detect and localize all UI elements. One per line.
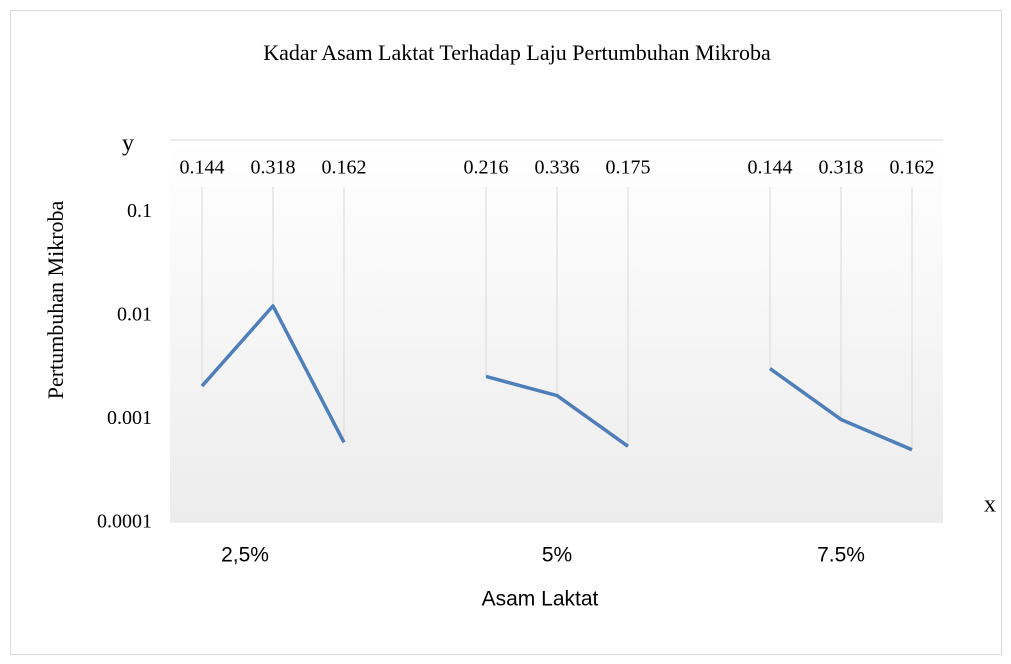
x-tick-label: 0.144: [180, 157, 225, 179]
line-series: [485, 374, 630, 448]
x-tick-label: 0.336: [535, 157, 580, 179]
y-axis-label: Pertumbuhan Mikroba: [43, 200, 68, 399]
y-tick-label: 0.0001: [97, 511, 152, 533]
y-tick-label: 0.01: [117, 304, 152, 326]
annotation: x: [984, 492, 996, 518]
x-tick-label: 0.318: [251, 157, 296, 179]
line-series: [200, 304, 346, 444]
x-tick-label: 0.162: [322, 157, 367, 179]
chart-title: Kadar Asam Laktat Terhadap Laju Pertumbu…: [263, 40, 771, 65]
x-tick-label: 0.175: [606, 157, 651, 179]
x-group-label: 7.5%: [817, 544, 865, 567]
x-tick-label: 0.216: [464, 157, 509, 179]
x-tick-label: 0.144: [748, 157, 793, 179]
y-tick-label: 0.1: [127, 200, 152, 222]
y-tick-label: 0.001: [107, 407, 152, 429]
x-group-label: 5%: [542, 544, 572, 567]
x-tick-label: 0.318: [819, 157, 864, 179]
x-axis-label: Asam Laktat: [482, 588, 599, 611]
x-group-label: 2,5%: [221, 544, 269, 567]
line-series: [768, 367, 913, 452]
annotation: y: [122, 131, 134, 157]
x-tick-label: 0.162: [890, 157, 935, 179]
